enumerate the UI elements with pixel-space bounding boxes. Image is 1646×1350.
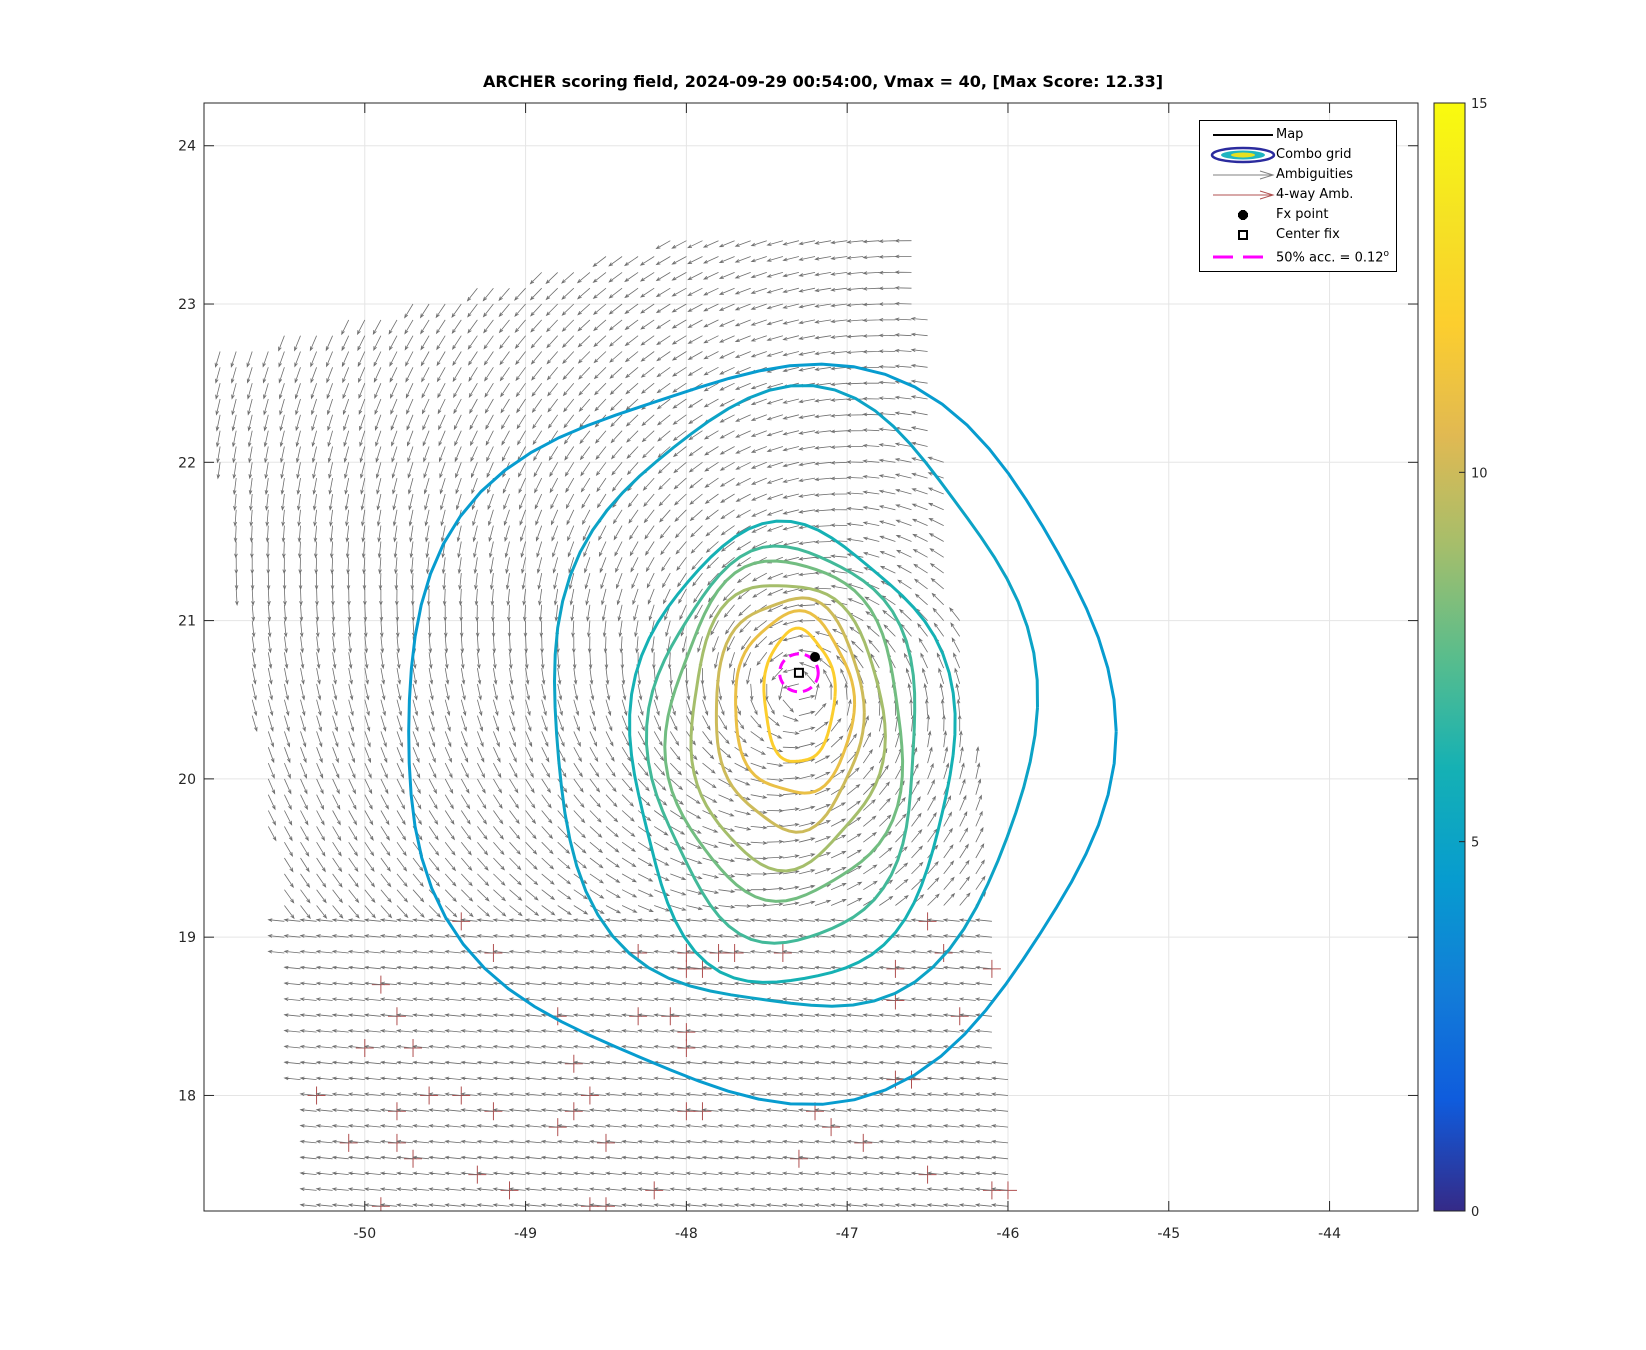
four-way-ambiguity — [404, 1149, 423, 1168]
y-tick-label: 20 — [178, 772, 196, 788]
x-tick-label: -50 — [353, 1226, 376, 1242]
center-markers — [778, 652, 821, 694]
legend-label-ambiguities: Ambiguities — [1276, 167, 1354, 182]
legend-item-combo-grid: Combo grid — [1200, 145, 1396, 165]
x-tick-label: -48 — [675, 1226, 698, 1242]
four-way-ambiguity — [629, 1007, 648, 1026]
four-way-ambiguity — [580, 1197, 599, 1211]
y-tick-label: 22 — [178, 455, 196, 471]
colorbar-tick-label: 10 — [1471, 466, 1488, 481]
four-way-ambiguity — [725, 943, 744, 962]
combo-grid-icon — [1210, 146, 1276, 164]
score-contour — [714, 596, 866, 834]
four-way-ambiguity — [484, 943, 503, 962]
score-contours — [407, 362, 1118, 1106]
legend-label-4way: 4-way Amb. — [1276, 187, 1354, 202]
four-way-ambiguity — [950, 1007, 969, 1026]
four-way-ambiguity — [404, 1038, 423, 1057]
y-tick-label: 23 — [178, 297, 196, 313]
red-arrow-icon — [1213, 190, 1275, 200]
four-way-ambiguity — [661, 1007, 680, 1026]
fx-point-marker — [810, 652, 821, 662]
legend-item-accuracy: 50% acc. = 0.12o — [1200, 247, 1396, 267]
x-tick-label: -45 — [1157, 1226, 1180, 1242]
legend-label-map: Map — [1276, 127, 1304, 142]
y-tick-label: 24 — [178, 139, 196, 155]
colorbar: 0 5 10 15 — [1433, 97, 1488, 1220]
legend-item-center-fix: Center fix — [1200, 225, 1396, 245]
ambiguity-arrows — [214, 238, 1017, 1211]
four-way-ambiguity — [548, 1118, 567, 1137]
x-tick-label: -46 — [997, 1226, 1020, 1242]
y-tick-label: 18 — [178, 1088, 196, 1104]
legend-item-fx-point: Fx point — [1200, 205, 1396, 225]
legend-item-4way: 4-way Amb. — [1200, 185, 1396, 205]
y-axis: 18 19 20 21 22 23 24 — [178, 139, 1418, 1104]
four-way-ambiguity — [886, 959, 905, 978]
score-contour — [628, 519, 957, 984]
four-way-ambiguity — [580, 1086, 599, 1105]
score-contour — [734, 609, 857, 795]
four-way-ambiguity — [564, 1054, 583, 1073]
four-way-ambiguity — [339, 1133, 358, 1152]
legend-item-map: Map — [1200, 125, 1396, 145]
four-way-ambiguity — [645, 1181, 664, 1200]
four-way-ambiguity — [420, 1086, 439, 1105]
legend-item-ambiguities: Ambiguities — [1200, 165, 1396, 185]
legend-label-fx-point: Fx point — [1276, 207, 1329, 222]
four-way-ambiguity — [709, 943, 728, 962]
ambiguity-arrow-set — [214, 238, 1009, 1207]
accuracy-dash-icon — [1213, 255, 1273, 259]
x-tick-label: -44 — [1318, 1226, 1341, 1242]
four-way-ambiguity — [484, 1102, 503, 1121]
score-contour — [407, 362, 1118, 1106]
score-contour — [663, 559, 905, 903]
four-way-ambiguity — [564, 1102, 583, 1121]
legend-label-combo-grid: Combo grid — [1276, 147, 1352, 162]
colorbar-gradient — [1433, 102, 1466, 1212]
legend: Map Combo grid Ambiguities 4-way Amb. Fx… — [1199, 120, 1397, 272]
center-fix-icon — [1238, 230, 1248, 240]
legend-label-center-fix: Center fix — [1276, 227, 1340, 242]
y-tick-label: 19 — [178, 930, 196, 946]
y-tick-label: 21 — [178, 614, 196, 630]
center-fix-marker — [793, 667, 804, 678]
four-way-ambiguity — [822, 1118, 841, 1137]
x-tick-label: -47 — [836, 1226, 859, 1242]
gray-arrow-icon — [1213, 170, 1275, 180]
colorbar-tick-label: 15 — [1471, 97, 1488, 112]
x-axis: -50 -49 -48 -47 -46 -45 -44 — [353, 103, 1341, 1242]
chart-title: ARCHER scoring field, 2024-09-29 00:54:0… — [482, 72, 1164, 91]
map-line-icon — [1213, 134, 1273, 136]
score-contour — [552, 384, 1039, 1008]
four-way-ambiguity — [789, 1149, 808, 1168]
x-tick-label: -49 — [514, 1226, 537, 1242]
score-contour — [644, 544, 917, 945]
legend-label-accuracy: 50% acc. = 0.12o — [1276, 249, 1390, 266]
four-way-ambiguity — [500, 1181, 519, 1200]
axes-box — [203, 102, 1419, 1212]
score-contour — [762, 626, 837, 763]
accuracy-circle — [778, 652, 820, 694]
fx-point-icon — [1238, 210, 1248, 220]
colorbar-tick-label: 0 — [1471, 1205, 1479, 1220]
colorbar-tick-label: 5 — [1471, 836, 1479, 851]
score-contour — [689, 584, 887, 873]
